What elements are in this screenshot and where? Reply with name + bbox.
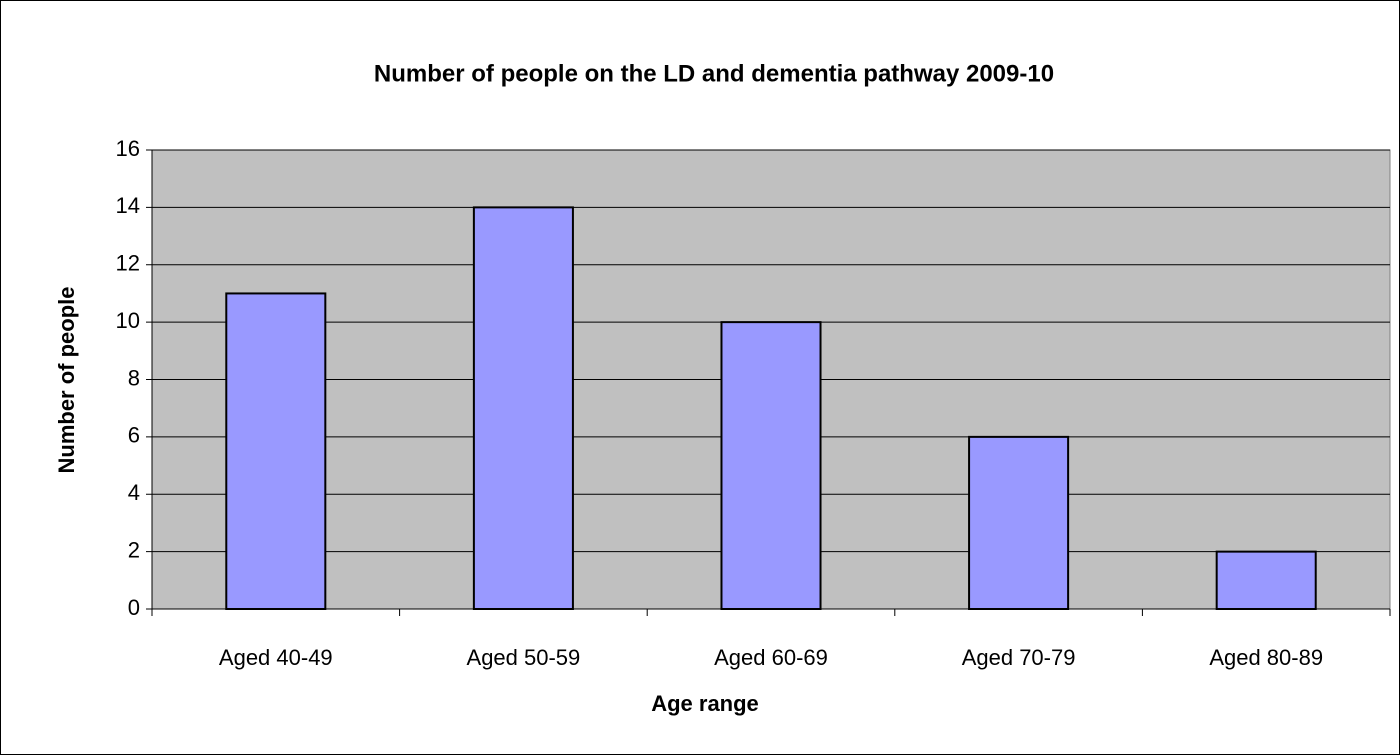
y-tick-label: 16 xyxy=(116,136,140,161)
bar xyxy=(968,435,1070,610)
x-axis-label: Age range xyxy=(651,691,759,716)
x-tick-label: Aged 50-59 xyxy=(467,645,581,670)
y-tick-label: 12 xyxy=(116,251,140,276)
bar xyxy=(225,292,327,610)
x-tick-label: Aged 40-49 xyxy=(219,645,333,670)
y-tick-label: 8 xyxy=(128,365,140,390)
y-tick-label: 6 xyxy=(128,423,140,448)
bar xyxy=(720,321,822,610)
x-tick-label: Aged 70-79 xyxy=(962,645,1076,670)
y-axis-label: Number of people xyxy=(54,286,79,473)
y-tick-label: 10 xyxy=(116,308,140,333)
y-tick-label: 14 xyxy=(116,193,140,218)
bar xyxy=(472,206,574,610)
y-tick-label: 2 xyxy=(128,537,140,562)
bar xyxy=(1215,550,1317,610)
x-tick-label: Aged 80-89 xyxy=(1209,645,1323,670)
y-tick-label: 4 xyxy=(128,480,140,505)
x-tick-label: Aged 60-69 xyxy=(714,645,828,670)
y-tick-label: 0 xyxy=(128,595,140,620)
chart-title: Number of people on the LD and dementia … xyxy=(374,60,1054,87)
